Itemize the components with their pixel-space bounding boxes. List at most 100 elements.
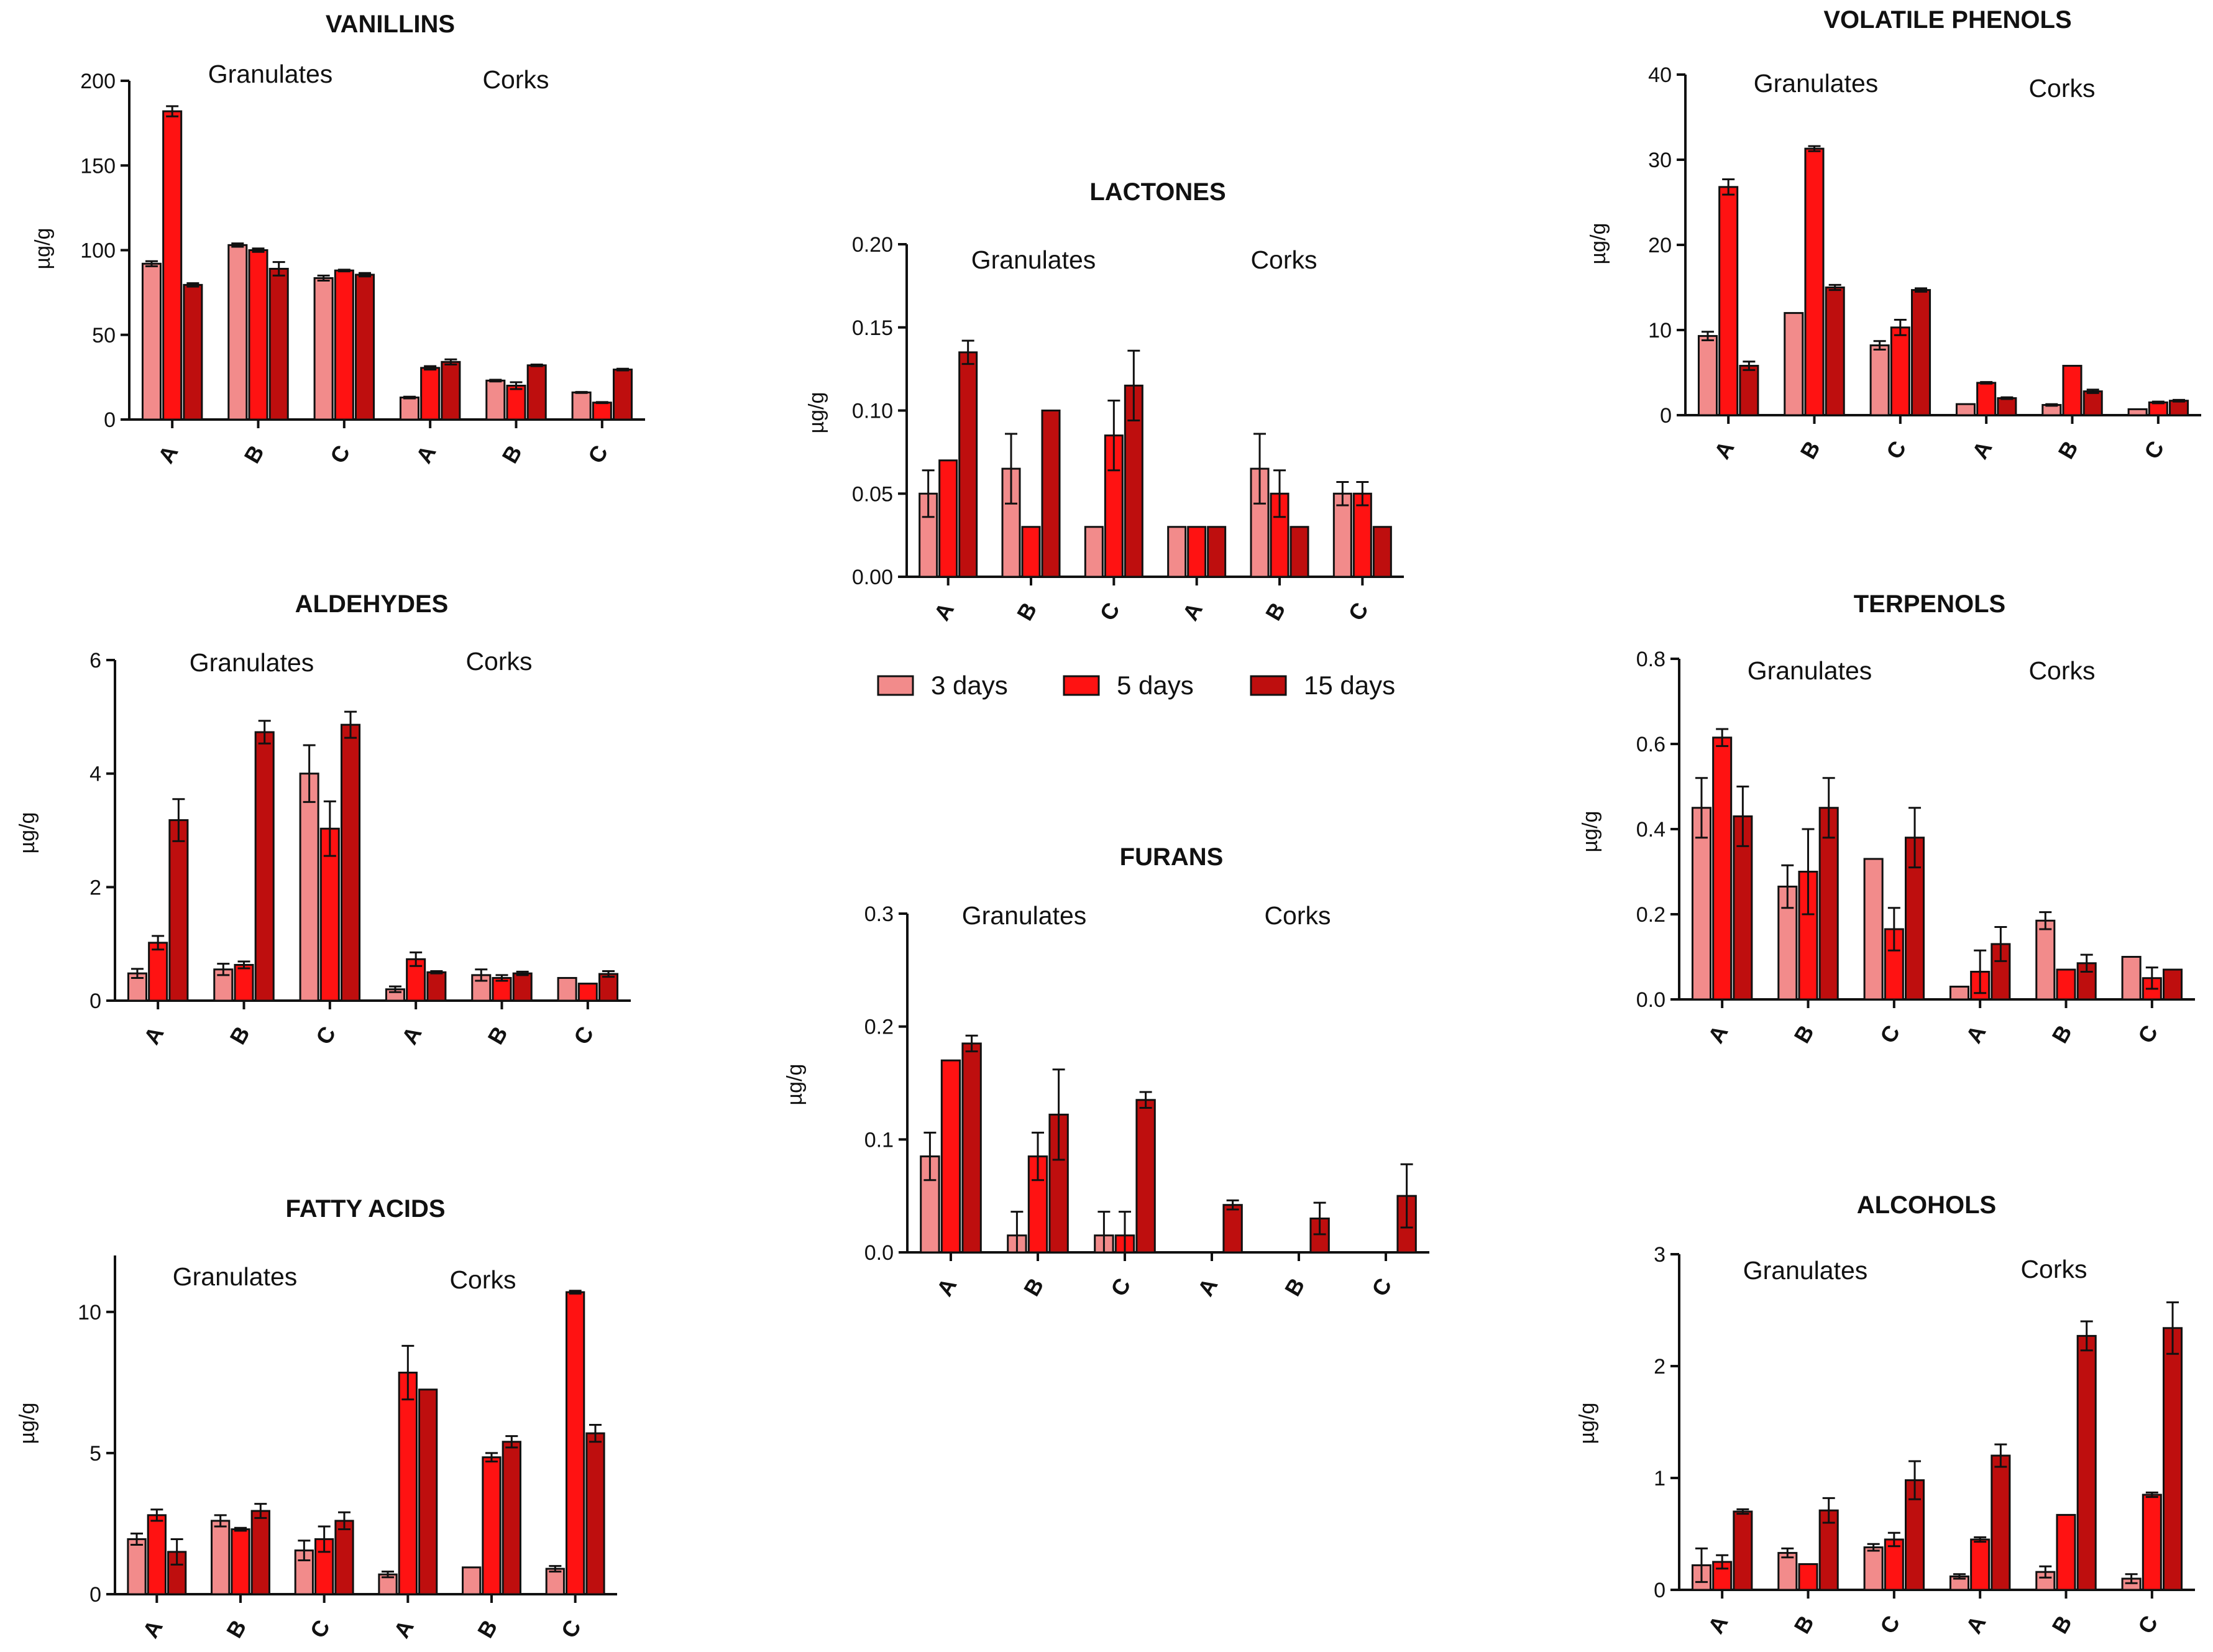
bar xyxy=(961,1042,982,1254)
chart-title: TERPENOLS xyxy=(1854,590,2005,618)
group-label: Granulates xyxy=(208,60,333,88)
bar xyxy=(1084,526,1104,578)
x-tick-label: C xyxy=(2133,1021,2163,1047)
bar xyxy=(2148,401,2168,416)
y-axis-label: µg/g xyxy=(16,1403,39,1444)
y-tick-label: 40 xyxy=(1648,63,1672,87)
bar xyxy=(1372,526,1392,578)
bar xyxy=(1048,1113,1069,1254)
y-tick-label: 0.15 xyxy=(852,316,893,340)
bar xyxy=(1784,312,1804,416)
x-tick-label: A xyxy=(1193,1273,1223,1300)
y-axis-label: µg/g xyxy=(1575,1403,1599,1444)
y-axis-label: µg/g xyxy=(31,228,55,270)
x-tick-label: A xyxy=(929,598,960,625)
group-label: Corks xyxy=(2028,656,2095,685)
bar xyxy=(268,267,289,421)
x-tick-label: C xyxy=(325,441,355,467)
bar xyxy=(1733,1510,1753,1591)
group-label: Corks xyxy=(1264,901,1331,930)
x-tick-label: B xyxy=(482,1022,513,1049)
bar xyxy=(585,1432,605,1595)
x-tick-label: B xyxy=(1012,598,1042,625)
x-tick-label: B xyxy=(2046,1021,2077,1047)
y-tick-label: 10 xyxy=(78,1301,101,1324)
bar xyxy=(162,110,183,421)
bar xyxy=(1798,1563,1818,1591)
bar xyxy=(399,397,419,421)
bar xyxy=(482,1456,502,1595)
bar xyxy=(1949,985,1969,1001)
bar xyxy=(1804,147,1825,416)
y-tick-label: 4 xyxy=(89,763,101,786)
bar xyxy=(231,1528,250,1595)
bar xyxy=(441,360,461,421)
x-tick-label: C xyxy=(1875,1021,1905,1047)
bar xyxy=(355,273,375,421)
y-tick-label: 0.00 xyxy=(852,566,893,589)
bar xyxy=(319,827,340,1002)
chart-title: FATTY ACIDS xyxy=(285,1195,445,1223)
x-tick-label: B xyxy=(2046,1611,2077,1638)
bar xyxy=(1041,410,1061,578)
y-tick-label: 0.8 xyxy=(1636,648,1665,671)
bar xyxy=(183,283,203,421)
bar xyxy=(506,385,526,421)
x-tick-label: B xyxy=(221,1615,252,1642)
bar xyxy=(426,971,447,1002)
x-tick-label: C xyxy=(311,1022,341,1049)
y-tick-label: 1 xyxy=(1654,1467,1665,1490)
chart-panel-terpenols: TERPENOLS Granulates Corks µg/g 0.0 0.2 0.4 0.6… xyxy=(1578,590,2195,1047)
x-tick-label: A xyxy=(1703,1611,1733,1638)
legend-label-5-days: 5 days xyxy=(1117,671,1194,700)
x-tick-label: C xyxy=(569,1022,599,1049)
bar xyxy=(1863,858,1884,1001)
bar xyxy=(2169,400,2189,416)
y-tick-label: 0.2 xyxy=(1636,903,1665,927)
y-tick-label: 0.4 xyxy=(1636,818,1665,842)
chart-panel-vanillins: VANILLINS Granulates Corks µg/g 0 50 100 150 200… xyxy=(31,11,645,467)
bar xyxy=(2082,390,2103,416)
bar xyxy=(958,351,978,578)
bar xyxy=(545,1567,565,1595)
x-tick-label: A xyxy=(388,1615,419,1642)
x-tick-label: B xyxy=(2053,436,2083,463)
y-tick-label: 100 xyxy=(80,239,116,263)
bar xyxy=(334,1520,354,1595)
y-axis-label: µg/g xyxy=(16,812,39,854)
group-label: Corks xyxy=(1250,246,1317,274)
x-tick-label: A xyxy=(139,1022,169,1049)
y-tick-label: 0.6 xyxy=(1636,733,1665,756)
group-label: Granulates xyxy=(1743,1256,1868,1285)
bar xyxy=(557,976,577,1002)
bar xyxy=(526,364,547,421)
chart-panel-aldehydes: ALDEHYDES Granulates Corks µg/g 0 2 4 6 A B C A B C xyxy=(16,590,631,1049)
y-axis-label: µg/g xyxy=(1587,223,1610,265)
x-tick-label: A xyxy=(932,1273,962,1300)
bar xyxy=(2163,968,2183,1001)
bar xyxy=(1712,737,1733,1001)
x-tick-label: C xyxy=(1094,598,1125,625)
x-tick-label: B xyxy=(1789,1611,1819,1638)
x-tick-label: C xyxy=(2133,1611,2163,1638)
bar xyxy=(148,942,168,1002)
y-tick-label: 50 xyxy=(92,324,116,347)
bar xyxy=(1222,1204,1243,1254)
bar xyxy=(227,244,248,421)
y-tick-label: 0 xyxy=(89,989,101,1013)
group-label: Granulates xyxy=(1748,656,1872,685)
x-tick-label: A xyxy=(396,1022,427,1049)
y-tick-label: 0.0 xyxy=(1636,988,1665,1012)
bar xyxy=(940,1059,961,1254)
bar xyxy=(1697,335,1718,416)
x-tick-label: C xyxy=(1875,1611,1905,1638)
x-tick-label: A xyxy=(1967,436,1997,463)
bar xyxy=(168,819,189,1002)
x-tick-label: A xyxy=(1709,436,1739,463)
group-label: Corks xyxy=(465,647,532,676)
chart-title: LACTONES xyxy=(1089,178,1226,206)
bar xyxy=(141,262,162,421)
y-tick-label: 2 xyxy=(89,876,101,899)
chart-panel-alcohols: ALCOHOLS Granulates Corks µg/g 0 1 2 3 A B C A B C xyxy=(1575,1191,2195,1638)
x-tick-label: C xyxy=(1367,1273,1397,1300)
